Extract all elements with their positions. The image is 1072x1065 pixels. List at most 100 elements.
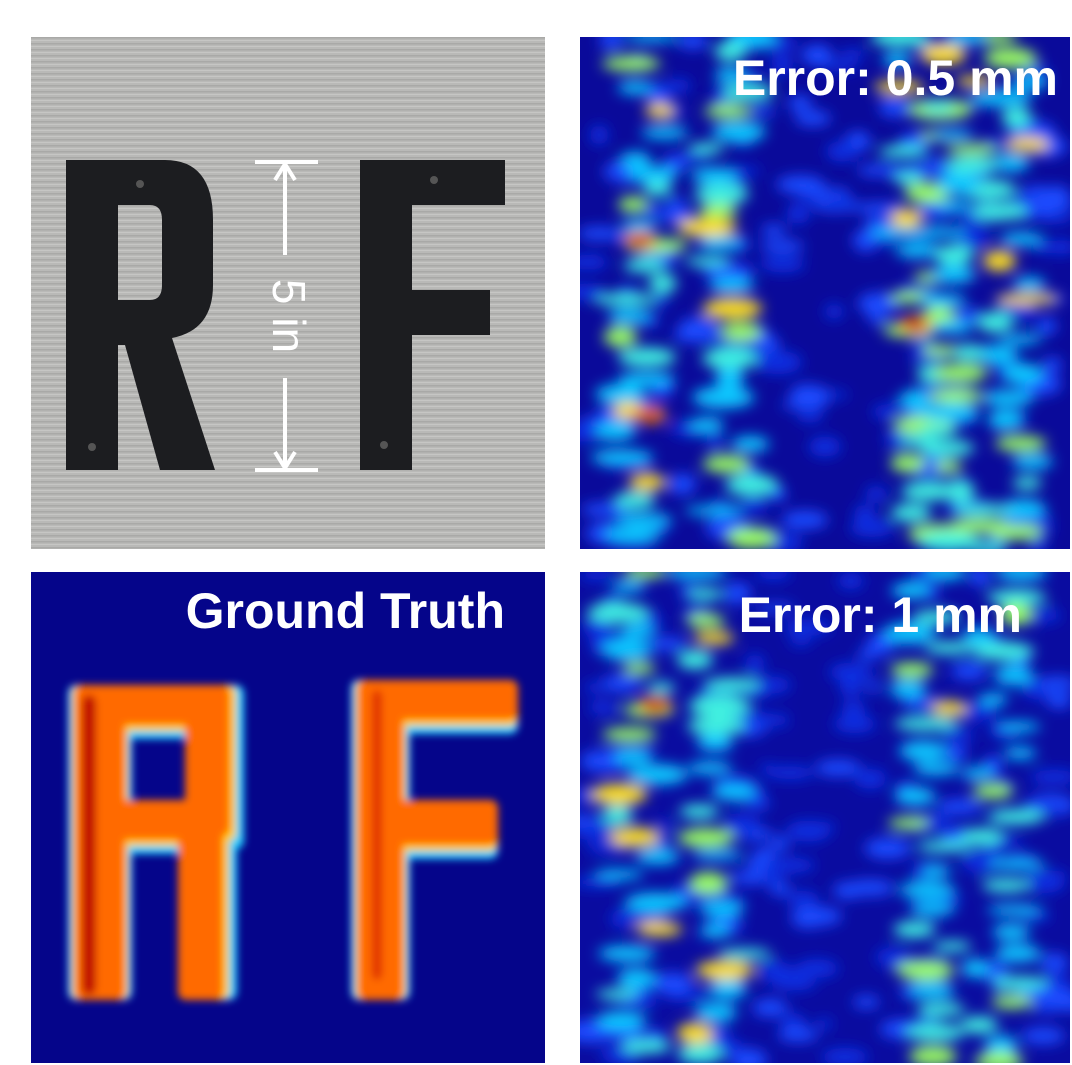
heat-blob	[621, 1039, 672, 1053]
heat-blob	[647, 682, 676, 693]
heat-blob	[891, 504, 931, 522]
heat-blob	[982, 879, 1031, 893]
heat-blob	[894, 717, 958, 731]
heat-blob	[948, 519, 1010, 533]
heat-blob	[786, 820, 830, 841]
heat-blob	[808, 436, 841, 456]
heat-blob	[688, 762, 733, 775]
heat-blob	[820, 195, 854, 208]
heat-blob	[699, 924, 731, 937]
heat-blob	[691, 167, 738, 184]
heat-stroke	[82, 695, 96, 995]
heat-blob	[687, 588, 723, 600]
heat-blob	[596, 1011, 646, 1031]
heat-blob	[941, 729, 976, 742]
heat-blob	[969, 567, 990, 586]
heat-blob	[632, 235, 648, 245]
heat-blob	[602, 806, 633, 826]
heat-blob	[731, 436, 769, 452]
heat-blob	[677, 650, 713, 669]
heat-blob	[988, 409, 1023, 430]
heat-blob	[591, 450, 653, 465]
heat-blob	[625, 32, 679, 42]
panel-label: Error: 1 mm	[739, 587, 1022, 643]
heat-blob	[626, 764, 688, 785]
photo-panel: 5 in	[31, 37, 545, 549]
heat-blob	[709, 278, 755, 293]
heat-blob	[636, 848, 680, 864]
heat-blob	[879, 146, 929, 158]
heat-blob	[890, 454, 925, 472]
heat-blob	[954, 308, 980, 322]
heat-blob	[899, 741, 948, 761]
heat-blob	[1002, 107, 1032, 128]
heat-blob	[1043, 186, 1070, 205]
heat-blob	[668, 474, 696, 495]
heat-blob	[679, 805, 719, 819]
heat-blob	[973, 784, 1013, 799]
heat-blob	[815, 1019, 833, 1030]
heat-blob	[978, 693, 1008, 705]
heat-blob	[694, 184, 748, 204]
heat-blob	[648, 637, 686, 651]
heat-blob	[995, 564, 1047, 581]
heat-blob	[610, 827, 659, 847]
heat-blob	[647, 700, 663, 710]
heat-blob	[907, 320, 923, 330]
heat-blob	[615, 513, 672, 526]
hole	[136, 180, 144, 188]
heat-blob	[1013, 277, 1045, 291]
heat-blob	[625, 893, 687, 912]
heat-blob	[594, 869, 644, 879]
heat-blob	[711, 784, 756, 800]
heat-blob	[770, 969, 808, 988]
heat-blob	[960, 1017, 998, 1034]
heat-blob	[709, 979, 746, 999]
heat-blob	[1021, 1028, 1065, 1044]
heat-blob	[585, 682, 606, 693]
heat-blob	[643, 181, 673, 196]
heat-blob	[745, 654, 765, 673]
heat-blob	[815, 760, 861, 776]
heat-blob	[654, 821, 676, 830]
hole	[88, 443, 96, 451]
heat-blob	[787, 891, 819, 908]
heat-blob	[888, 817, 929, 829]
heat-blob	[854, 769, 886, 789]
heat-blob	[931, 701, 967, 716]
heat-blob	[920, 425, 958, 437]
heat-blob	[890, 663, 933, 678]
heat-blob	[868, 314, 887, 324]
heat-blob	[602, 675, 641, 692]
heat-blob	[707, 434, 724, 449]
heat-blob	[971, 203, 1028, 220]
hole	[380, 441, 388, 449]
heat-blob	[689, 872, 727, 893]
heat-blob	[995, 436, 1046, 451]
heat-blob	[623, 259, 666, 273]
heatmap-ground-truth	[31, 572, 545, 1063]
heat-blob	[696, 961, 754, 981]
heat-blob	[666, 79, 691, 93]
heat-blob	[672, 329, 723, 343]
heat-blob	[865, 486, 887, 502]
heat-blob	[834, 715, 876, 733]
heat-blob	[865, 682, 882, 691]
heat-blob	[754, 847, 776, 861]
heat-blob	[756, 566, 791, 580]
heat-blob	[590, 125, 609, 145]
heat-blob	[698, 236, 743, 251]
heat-blob	[842, 700, 866, 717]
heat-blob	[685, 506, 745, 516]
heat-blob	[595, 384, 645, 404]
heat-blob	[695, 1003, 737, 1023]
heat-blob	[704, 678, 761, 692]
heat-blob	[610, 909, 635, 928]
heat-blob	[991, 976, 1048, 989]
heat-blob	[1036, 318, 1056, 335]
heat-blob	[987, 809, 1045, 824]
heat-blob	[778, 1028, 819, 1042]
heat-blob	[1043, 357, 1062, 373]
heat-blob	[983, 250, 1016, 271]
dimension-label: 5 in	[263, 279, 315, 353]
